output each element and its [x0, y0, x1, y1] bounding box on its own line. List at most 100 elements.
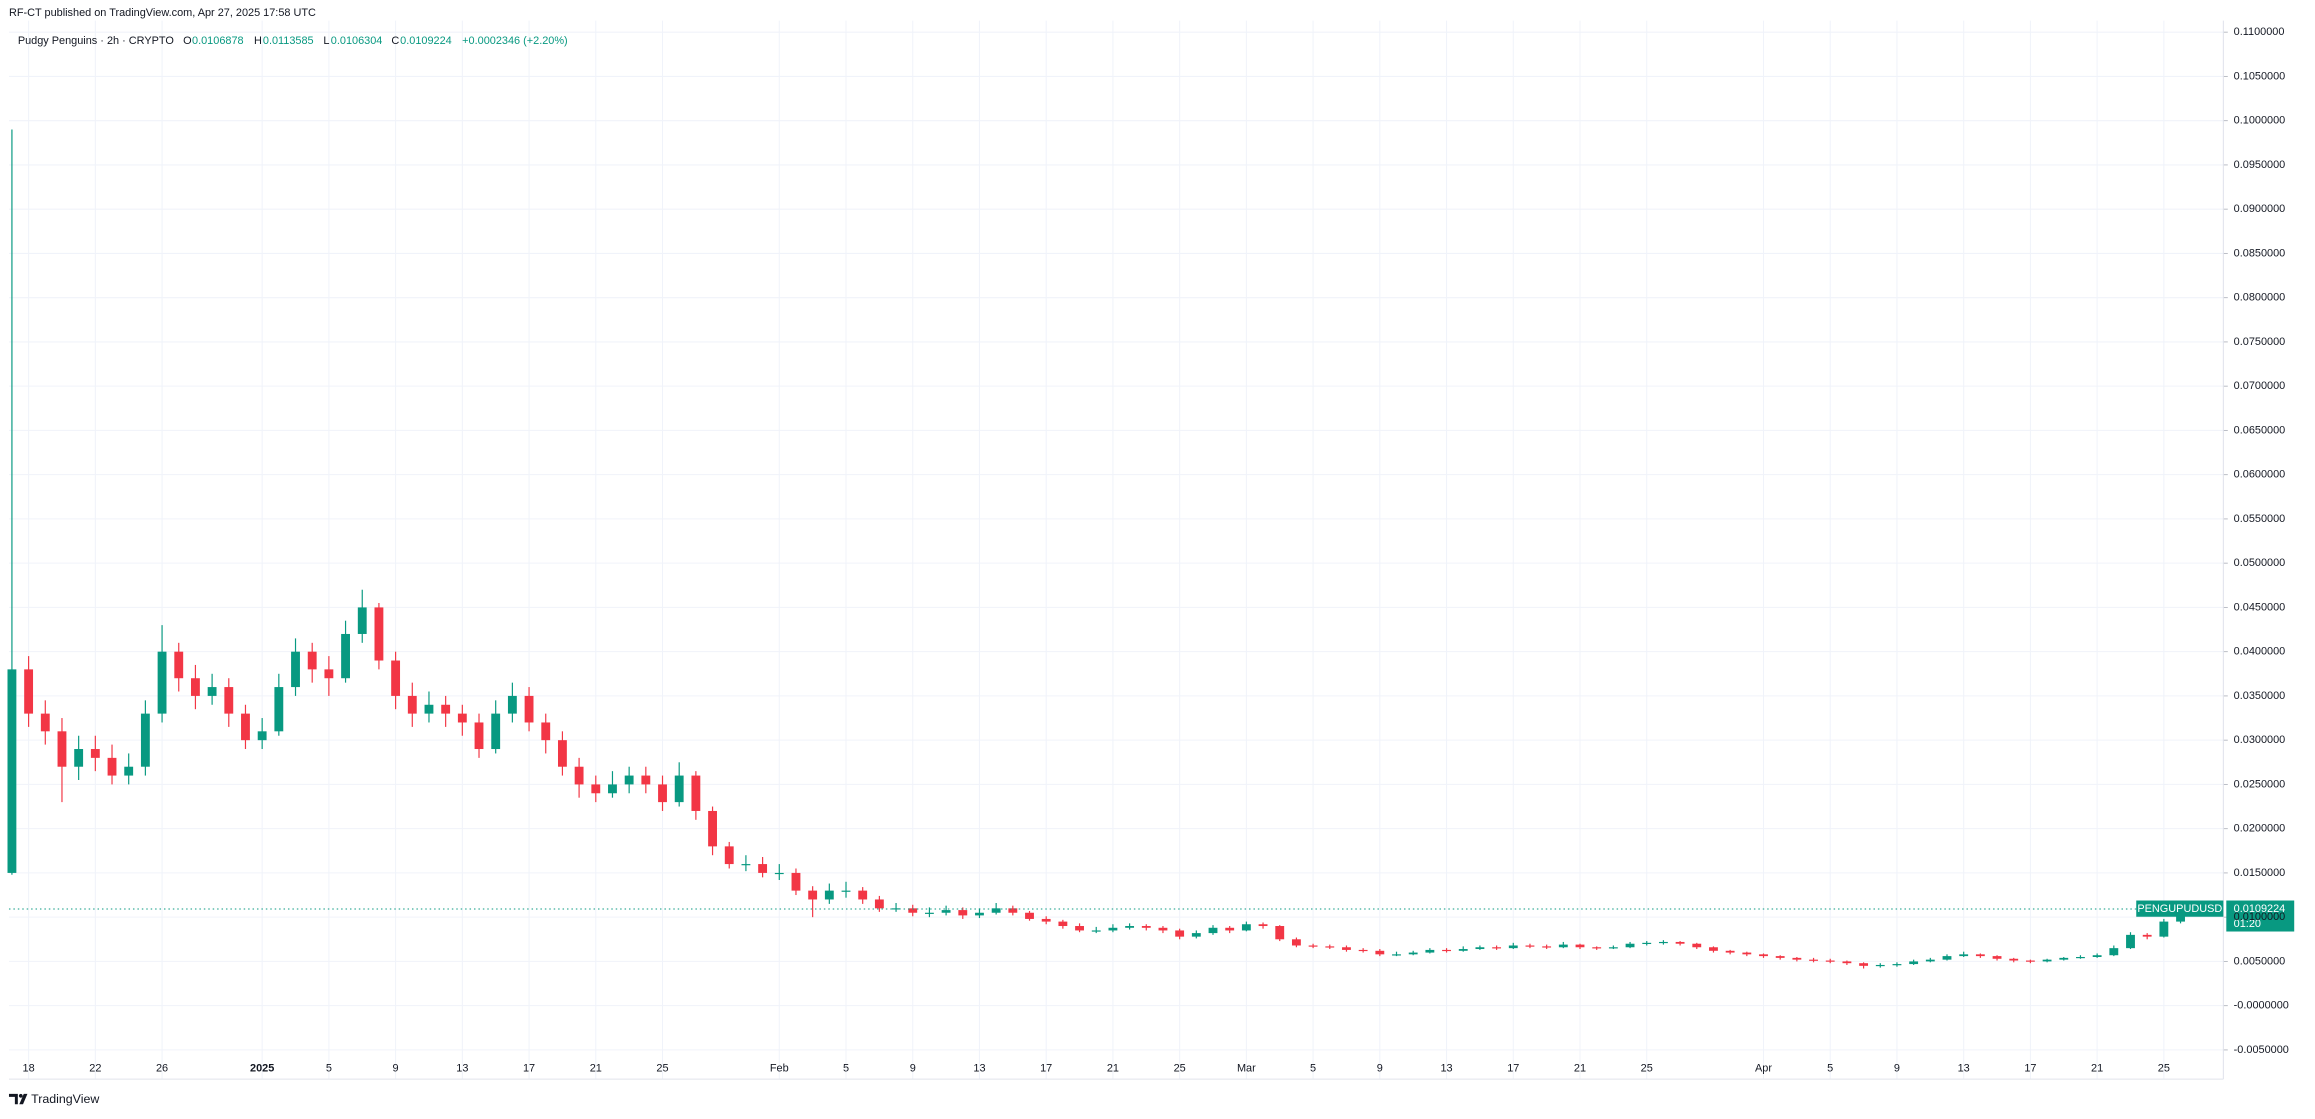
- candle-body: [1008, 908, 1018, 913]
- candle-body: [1492, 947, 1502, 949]
- y-tick-label: 0.0300000: [2234, 734, 2286, 746]
- candle-body: [908, 908, 918, 913]
- x-tick-label: 26: [156, 1063, 168, 1075]
- candle-body: [7, 669, 17, 873]
- candle-body: [1191, 933, 1201, 937]
- y-tick-label: 0.0750000: [2234, 336, 2286, 348]
- candle-body: [1508, 945, 1518, 949]
- candle-body: [1658, 941, 1668, 944]
- candle-body: [441, 704, 451, 714]
- y-tick-label: -0.0050000: [2234, 1044, 2289, 1056]
- candle-body: [2092, 955, 2102, 957]
- candle-body: [357, 607, 367, 634]
- candle-body: [841, 890, 851, 892]
- x-tick-label: 25: [2158, 1063, 2170, 1075]
- x-tick-label: 13: [973, 1063, 985, 1075]
- candle-body: [608, 784, 617, 794]
- candle-body: [724, 846, 734, 865]
- candle-body: [1108, 927, 1118, 931]
- candle-body: [24, 669, 34, 714]
- candle-body: [1875, 964, 1885, 967]
- y-tick-label: 0.1100000: [2234, 26, 2285, 38]
- open-label: O: [183, 35, 191, 47]
- y-tick-label: 0.1000000: [2234, 115, 2286, 127]
- candle-body: [1809, 959, 1818, 961]
- candle-body: [941, 910, 951, 913]
- candle-body: [674, 775, 684, 803]
- candle-body: [1425, 949, 1435, 953]
- y-tick-label: 0.0950000: [2234, 159, 2286, 171]
- candle-body: [1342, 947, 1351, 950]
- candle-body: [457, 713, 467, 723]
- y-tick-label: 0.0400000: [2234, 646, 2286, 658]
- candle-body: [858, 890, 868, 900]
- candle-body: [774, 872, 784, 875]
- price-tag: PENGUPUDUSD 0.0109224 01:20: [2136, 900, 2295, 932]
- symbol-tag: PENGUPUDUSD: [2137, 903, 2222, 915]
- x-tick-label: 9: [1377, 1063, 1383, 1075]
- candle-body: [1458, 949, 1468, 951]
- close-value: 0.0109224: [400, 35, 452, 47]
- candle-body: [1542, 946, 1552, 948]
- candle-body: [641, 775, 651, 785]
- candle-body: [1225, 927, 1235, 931]
- x-tick-label: 13: [1440, 1063, 1452, 1075]
- candle-body: [2059, 957, 2069, 960]
- candle-body: [1792, 957, 1802, 960]
- candle-body: [691, 775, 701, 811]
- candle-body: [1525, 945, 1535, 947]
- y-tick-label: 0.0600000: [2234, 469, 2286, 481]
- candle-body: [207, 687, 217, 696]
- x-tick-label: 9: [393, 1063, 399, 1075]
- candle-body: [1892, 964, 1902, 966]
- candle-body: [1258, 924, 1268, 927]
- candle-body: [958, 910, 968, 916]
- candle-body: [1442, 949, 1451, 952]
- candle-body: [924, 912, 934, 914]
- candle-body: [1208, 927, 1218, 934]
- x-tick-label: 2025: [250, 1063, 274, 1075]
- candle-body: [1625, 943, 1635, 948]
- y-tick-label: 0.0850000: [2234, 247, 2286, 259]
- candle-body: [507, 695, 517, 714]
- candle-body: [1041, 918, 1051, 922]
- candle-body: [1642, 942, 1652, 945]
- candle-body: [40, 713, 50, 732]
- plot-area: [7, 20, 2228, 1080]
- candle-body: [374, 607, 384, 661]
- open-value: 0.0106878: [192, 35, 244, 47]
- x-tick-label: 5: [326, 1063, 332, 1075]
- candle-body: [174, 651, 184, 679]
- candle-body: [874, 899, 884, 909]
- x-tick-label: 9: [910, 1063, 916, 1075]
- candle-body: [1125, 926, 1135, 928]
- candle-body: [1608, 947, 1618, 949]
- candle-body: [2126, 934, 2135, 949]
- candle-body: [341, 633, 350, 679]
- candle-body: [591, 784, 601, 794]
- x-tick-label: 25: [1174, 1063, 1186, 1075]
- candle-body: [1575, 944, 1585, 948]
- candle-body: [474, 722, 484, 750]
- x-tick-label: 18: [23, 1063, 35, 1075]
- candle-body: [524, 695, 534, 723]
- candle-body: [1241, 924, 1251, 931]
- candle-body: [624, 775, 634, 785]
- high-value: 0.0113585: [263, 35, 314, 47]
- x-tick-label: Apr: [1755, 1063, 1772, 1075]
- candle-body: [2009, 958, 2019, 961]
- candle-body: [1842, 961, 1852, 964]
- change-value: +0.0002346 (+2.20%): [462, 35, 568, 47]
- candle-body: [1358, 949, 1368, 952]
- brand-logo: [8, 1093, 28, 1105]
- y-tick-label: 0.0450000: [2234, 601, 2286, 613]
- candle-body: [1158, 927, 1168, 931]
- y-tick-label: -0.0000000: [2234, 1000, 2289, 1012]
- x-tick-label: 5: [843, 1063, 849, 1075]
- candle-body: [1275, 926, 1285, 940]
- price-tag-value: 0.0109224: [2234, 903, 2286, 915]
- candle-body: [1959, 954, 1969, 957]
- close-label: C: [391, 35, 399, 47]
- high-label: H: [254, 35, 262, 47]
